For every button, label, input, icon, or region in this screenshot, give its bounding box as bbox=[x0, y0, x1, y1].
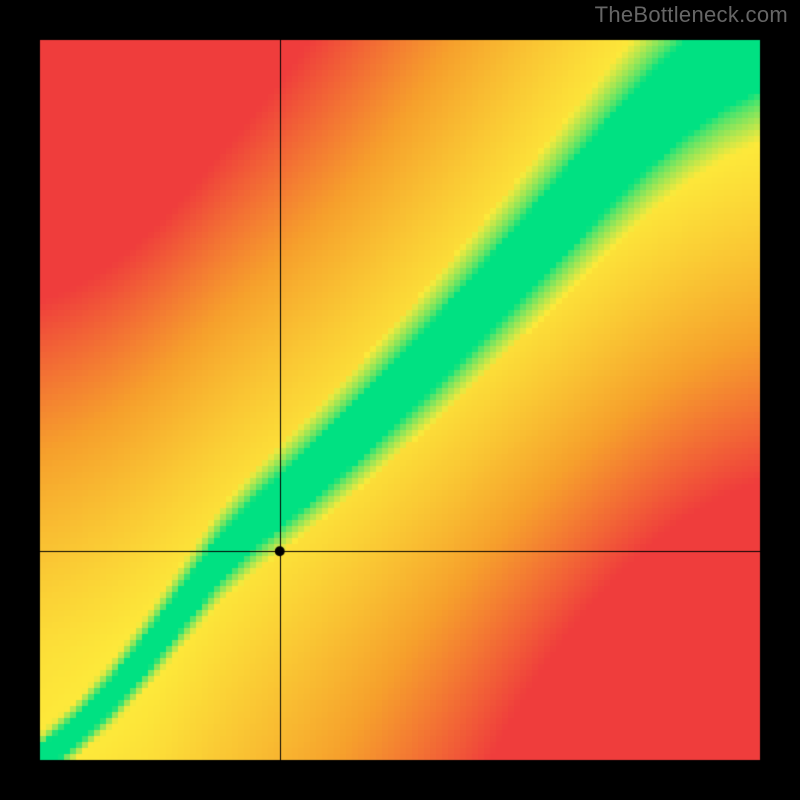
bottleneck-heatmap bbox=[0, 0, 800, 800]
attribution-text: TheBottleneck.com bbox=[595, 2, 788, 28]
